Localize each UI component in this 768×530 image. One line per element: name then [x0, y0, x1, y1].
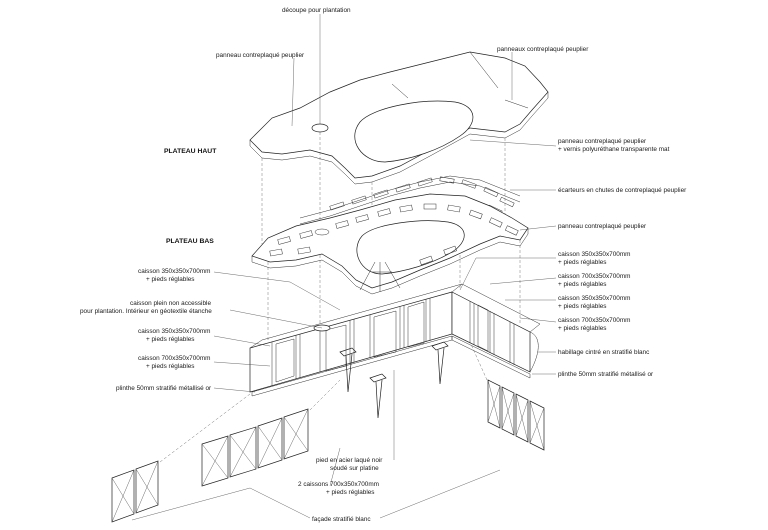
- plateau-bas-drawing: [251, 193, 529, 295]
- label-box-l2-2: + pieds réglables: [146, 336, 195, 343]
- label-box-l3-1: caisson 700x350x700mm: [138, 355, 210, 362]
- steel-legs-drawing: [339, 341, 449, 419]
- label-box-r4-2: + pieds réglables: [558, 325, 607, 332]
- label-box-r1-1: caisson 350x350x700mm: [558, 251, 630, 258]
- label-pied-2: soudé sur platine: [330, 465, 379, 472]
- label-box-r1-2: + pieds réglables: [558, 259, 607, 266]
- label-box-r2-1: caisson 700x350x700mm: [558, 273, 630, 280]
- label-box-r3-1: caisson 350x350x700mm: [558, 295, 630, 302]
- plateau-haut-drawing: [249, 51, 549, 185]
- facade-panels-drawing: [111, 341, 545, 523]
- label-box-plein-1: caisson plein non accessible: [130, 300, 211, 307]
- leader-lines: [131, 14, 557, 521]
- label-facade: façade stratifié blanc: [312, 516, 371, 523]
- label-plateau-bas: PLATEAU BAS: [166, 238, 214, 245]
- label-panel-varnish-1: panneau contreplaqué peuplier: [558, 138, 647, 145]
- boxes-drawing: [249, 283, 541, 397]
- label-box-l1-2: + pieds réglables: [146, 276, 195, 283]
- label-plinthe-right: plinthe 50mm stratifié métallisé or: [558, 371, 654, 378]
- label-box-r4-1: caisson 700x350x700mm: [558, 317, 630, 324]
- label-pied-1: pied en acier laqué noir: [316, 457, 383, 464]
- label-two-boxes-1: 2 caissons 700x350x700mm: [298, 481, 379, 488]
- label-box-l2-1: caisson 350x350x700mm: [138, 328, 210, 335]
- label-plateau-haut: PLATEAU HAUT: [164, 148, 217, 155]
- label-two-boxes-2: + pieds réglables: [326, 489, 375, 496]
- label-box-l1-1: caisson 350x350x700mm: [138, 268, 210, 275]
- label-top-cutout: découpe pour plantation: [282, 7, 351, 14]
- label-habillage: habillage cintré en stratifié blanc: [558, 349, 650, 356]
- label-panel-bottom: panneau contreplaqué peuplier: [558, 223, 647, 230]
- label-box-r3-2: + pieds réglables: [558, 303, 607, 310]
- text-labels: découpe pour plantation panneau contrepl…: [80, 7, 687, 523]
- label-plinthe-left: plinthe 50mm stratifié métallisé or: [116, 385, 212, 392]
- label-spacers: écarteurs en chutes de contreplaqué peup…: [558, 187, 687, 194]
- label-panel-varnish-2: + vernis polyuréthane transparente mat: [558, 146, 670, 153]
- label-box-l3-2: + pieds réglables: [146, 363, 195, 370]
- label-panel-right: panneaux contreplaqué peuplier: [497, 46, 589, 53]
- label-box-plein-2: pour plantation. Intérieur en géotextile…: [80, 308, 212, 315]
- label-box-r2-2: + pieds réglables: [558, 281, 607, 288]
- label-panel-left: panneau contreplaqué peuplier: [216, 52, 305, 59]
